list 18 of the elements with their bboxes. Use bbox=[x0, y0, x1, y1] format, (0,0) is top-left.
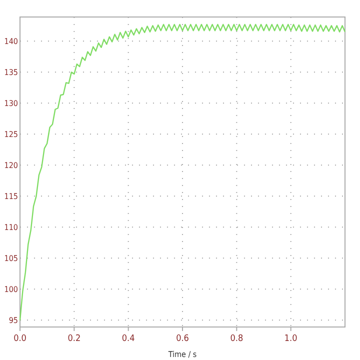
y-tick-label: 110 bbox=[4, 223, 18, 232]
y-tick-label: 135 bbox=[4, 68, 18, 78]
x-tick-label: 0.0 bbox=[14, 334, 26, 344]
x-tick-label: 0.6 bbox=[176, 334, 189, 344]
y-tick-label: 100 bbox=[4, 285, 18, 294]
x-tick-label: 0.2 bbox=[68, 334, 81, 344]
y-tick-label: 95 bbox=[8, 316, 18, 326]
x-axis-title: Time / s bbox=[167, 350, 197, 359]
y-tick-label: 120 bbox=[4, 161, 18, 170]
x-tick-label: 0.8 bbox=[230, 334, 244, 344]
y-tick-label: 105 bbox=[4, 254, 18, 264]
x-tick-label: 0.4 bbox=[122, 334, 135, 344]
y-tick-label: 130 bbox=[4, 99, 18, 108]
line-series bbox=[19, 24, 346, 321]
y-tick-label: 115 bbox=[4, 192, 18, 202]
x-tick-label: 1.0 bbox=[284, 334, 298, 344]
y-tick-label: 125 bbox=[4, 130, 18, 140]
y-tick-label: 140 bbox=[4, 37, 18, 46]
